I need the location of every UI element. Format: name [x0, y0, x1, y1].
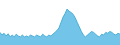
plot-area — [0, 9, 120, 45]
sparkline — [0, 0, 120, 45]
line — [0, 9, 120, 37]
chart-container — [0, 0, 120, 45]
area-fill — [0, 9, 120, 45]
